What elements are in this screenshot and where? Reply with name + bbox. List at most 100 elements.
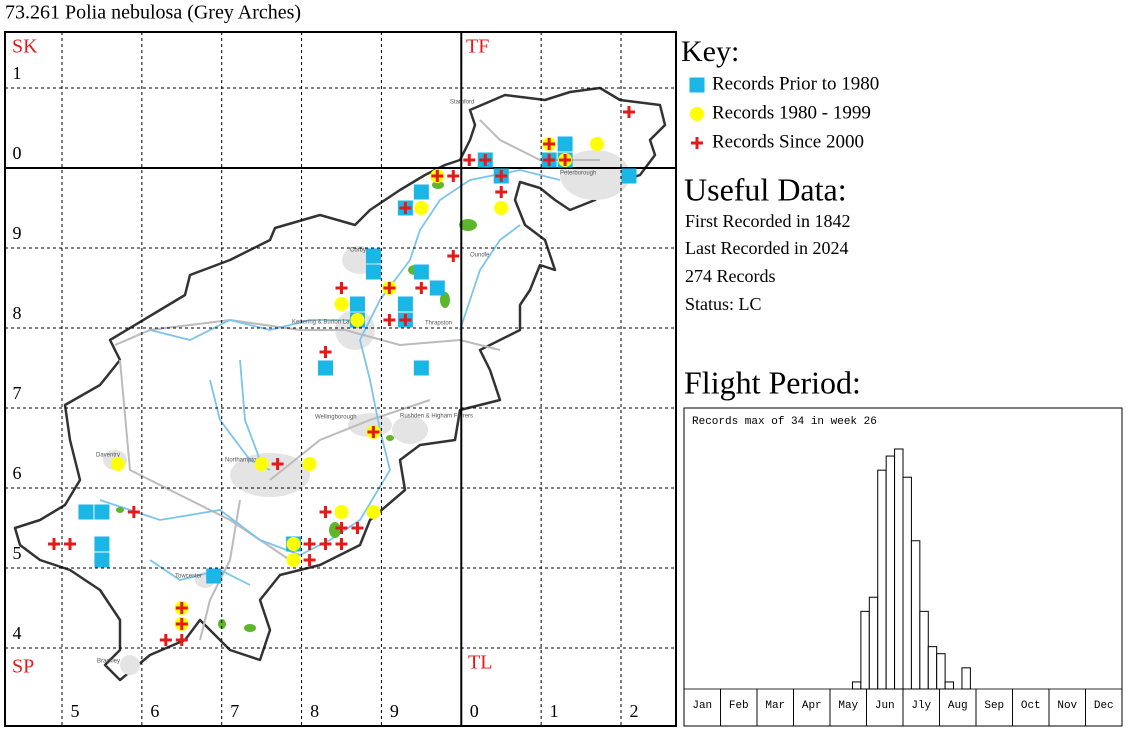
town-label: Towcester — [175, 574, 202, 580]
bar — [961, 667, 971, 690]
record-since-2000 — [495, 186, 508, 198]
useful-data-title: Useful Data: — [684, 171, 847, 207]
legend-label: Records Prior to 1980 — [712, 73, 879, 94]
record-since-2000 — [319, 506, 332, 518]
chart-note: Records max of 34 in week 26 — [692, 416, 877, 428]
record-since-2000 — [335, 282, 348, 294]
record-since-2000 — [495, 170, 508, 182]
record-since-2000 — [175, 618, 188, 630]
record-since-2000 — [622, 106, 635, 118]
northing-label: 6 — [13, 463, 22, 483]
record-1980-1999 — [286, 553, 301, 567]
record-1980-1999 — [254, 457, 269, 471]
month-label: Oct — [1021, 700, 1041, 712]
record-since-2000 — [447, 170, 460, 182]
bar — [919, 610, 929, 690]
record-since-2000 — [431, 170, 444, 182]
legend-symbol — [691, 137, 703, 149]
easting-label: 9 — [390, 701, 399, 721]
northing-label: 5 — [13, 543, 22, 563]
month-label: Mar — [765, 700, 785, 712]
record-since-2000 — [479, 154, 492, 166]
town-label: Kettering & Burton Latimer — [292, 320, 363, 326]
month-label: Jan — [692, 700, 712, 712]
record-since-2000 — [127, 506, 140, 518]
town-label: Northampton — [225, 458, 260, 464]
bar — [860, 610, 870, 690]
record-since-2000 — [303, 554, 316, 566]
key-title: Key: — [681, 35, 739, 68]
town-label: Wellingborough — [315, 415, 357, 421]
town-label: Peterborough — [560, 171, 596, 177]
legend-symbol — [689, 77, 705, 93]
bar — [868, 596, 879, 690]
town-label: Daventry — [96, 453, 120, 459]
record-prior-1980 — [94, 552, 110, 568]
legend-symbol — [690, 107, 704, 121]
bar — [885, 455, 896, 690]
chart-title: Flight Period: — [684, 364, 861, 400]
month-label: Nov — [1057, 700, 1077, 712]
month-label: Jun — [875, 700, 895, 712]
record-1980-1999 — [414, 201, 429, 215]
month-cell — [1085, 688, 1123, 727]
record-since-2000 — [319, 346, 332, 358]
record-since-2000 — [48, 538, 61, 550]
record-since-2000 — [415, 282, 428, 294]
record-1980-1999 — [350, 313, 365, 327]
legend-label: Records Since 2000 — [712, 131, 864, 152]
record-since-2000 — [63, 538, 76, 550]
record-since-2000 — [543, 138, 556, 150]
northing-label: 4 — [13, 623, 22, 643]
record-1980-1999 — [110, 457, 125, 471]
record-1980-1999 — [334, 297, 349, 311]
record-prior-1980 — [557, 136, 573, 152]
bar — [902, 476, 912, 690]
record-1980-1999 — [366, 505, 381, 519]
record-prior-1980 — [621, 168, 637, 184]
record-since-2000 — [335, 538, 348, 550]
record-prior-1980 — [397, 296, 413, 312]
month-label: Dec — [1094, 700, 1114, 712]
northing-label: 0 — [13, 143, 22, 163]
record-prior-1980 — [94, 536, 110, 552]
legend-item: Records Since 2000 — [691, 131, 864, 152]
map-frame — [4, 31, 677, 727]
bar — [910, 540, 921, 690]
record-since-2000 — [159, 634, 172, 646]
town-label: Brackley — [97, 659, 120, 665]
record-prior-1980 — [429, 280, 445, 296]
record-since-2000 — [559, 154, 572, 166]
record-since-2000 — [399, 314, 412, 326]
record-since-2000 — [175, 634, 188, 646]
record-since-2000 — [447, 250, 460, 262]
northing-label: 8 — [13, 303, 22, 323]
record-prior-1980 — [78, 504, 94, 520]
bar — [894, 448, 904, 690]
record-since-2000 — [175, 602, 188, 614]
county-outline — [13, 86, 667, 682]
northing-label: 7 — [13, 383, 22, 403]
record-prior-1980 — [349, 296, 365, 312]
record-since-2000 — [463, 154, 476, 166]
bar — [944, 681, 955, 690]
square-label: SK — [12, 36, 38, 58]
bar — [877, 469, 887, 690]
record-prior-1980 — [413, 360, 429, 376]
easting-label: 8 — [310, 701, 319, 721]
useful-data-line: Last Recorded in 2024 — [685, 238, 848, 258]
record-since-2000 — [399, 202, 412, 214]
useful-data-line: 274 Records — [685, 266, 775, 286]
town-label: Oundle — [470, 253, 490, 259]
bar — [936, 653, 946, 690]
record-1980-1999 — [590, 137, 605, 151]
easting-label: 0 — [470, 701, 479, 721]
record-prior-1980 — [318, 360, 334, 376]
record-prior-1980 — [413, 264, 429, 280]
map-background — [13, 86, 667, 682]
record-1980-1999 — [302, 457, 317, 471]
square-label: TF — [466, 36, 489, 58]
square-label: TL — [468, 652, 492, 674]
record-since-2000 — [271, 458, 284, 470]
